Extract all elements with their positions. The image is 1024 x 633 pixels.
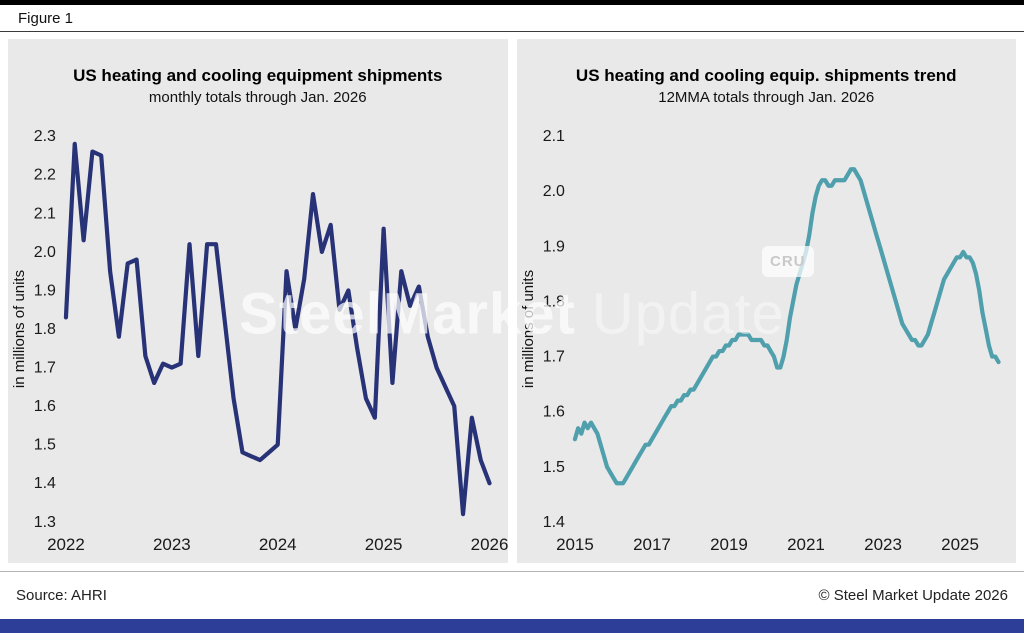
y-tick-label: 2.0 (542, 183, 564, 200)
x-tick-label: 2026 (471, 535, 508, 554)
chart-panel-monthly: US heating and cooling equipment shipmen… (8, 39, 508, 563)
charts-area: US heating and cooling equipment shipmen… (0, 32, 1024, 571)
x-tick-label: 2022 (47, 535, 85, 554)
x-tick-label: 2019 (710, 535, 748, 554)
figure-footer: Source: AHRI © Steel Market Update 2026 (0, 571, 1024, 619)
y-tick-label: 1.8 (34, 321, 56, 338)
y-tick-label: 1.4 (542, 514, 564, 531)
figure-label: Figure 1 (18, 9, 74, 27)
monthly-shipments-line-chart: 1.3 1.4 1.5 1.6 1.7 1.8 1.9 2.0 2.1 2.2 2.3 2022 202… (11, 128, 508, 554)
monthly-chart-subtitle: monthly totals through Jan. 2026 (148, 89, 367, 107)
x-tick-label: 2017 (633, 535, 671, 554)
x-tick-label: 2024 (259, 535, 297, 554)
y-tick-label: 1.7 (542, 349, 564, 366)
y-tick-label: 1.9 (542, 239, 564, 256)
y-tick-label: 1.4 (34, 475, 56, 492)
x-tick-label: 2025 (365, 535, 403, 554)
y-tick-label: 1.7 (34, 360, 56, 377)
y-tick-label: 1.5 (34, 437, 56, 454)
y-tick-label: 2.3 (34, 128, 56, 145)
figure-header: Figure 1 (0, 5, 1024, 32)
x-tick-label: 2021 (787, 535, 825, 554)
y-tick-label: 1.6 (34, 398, 56, 415)
series-line (572, 167, 1001, 486)
trend-chart-subtitle: 12MMA totals through Jan. 2026 (658, 89, 875, 107)
y-axis-label: in millions of units (519, 270, 536, 388)
y-axis-label: in millions of units (11, 270, 28, 388)
y-tick-label: 1.3 (34, 514, 56, 531)
monthly-chart-title: US heating and cooling equipment shipmen… (73, 66, 443, 85)
copyright-label: © Steel Market Update 2026 (818, 587, 1009, 604)
y-tick-label: 1.5 (542, 459, 564, 476)
x-tick-label: 2015 (556, 535, 594, 554)
source-label: Source: AHRI (16, 587, 107, 604)
trend-shipments-line-chart: 1.4 1.5 1.6 1.7 1.8 1.9 2.0 2.1 2015 2017 2019 2021… (519, 128, 1001, 554)
x-tick-label: 2025 (941, 535, 979, 554)
top-black-bar (0, 0, 1024, 5)
y-tick-label: 2.2 (34, 167, 56, 184)
x-tick-label: 2023 (864, 535, 902, 554)
y-tick-label: 1.8 (542, 294, 564, 311)
y-tick-label: 1.9 (34, 283, 56, 300)
chart-panel-trend: US heating and cooling equip. shipments … (516, 39, 1016, 563)
y-tick-label: 2.1 (542, 128, 564, 145)
trend-chart-title: US heating and cooling equip. shipments … (575, 66, 957, 85)
y-tick-label: 1.6 (542, 404, 564, 421)
y-tick-label: 2.1 (34, 206, 56, 223)
bottom-blue-bar (0, 619, 1024, 633)
series-line (63, 142, 492, 517)
x-tick-label: 2023 (153, 535, 191, 554)
y-tick-label: 2.0 (34, 244, 56, 261)
